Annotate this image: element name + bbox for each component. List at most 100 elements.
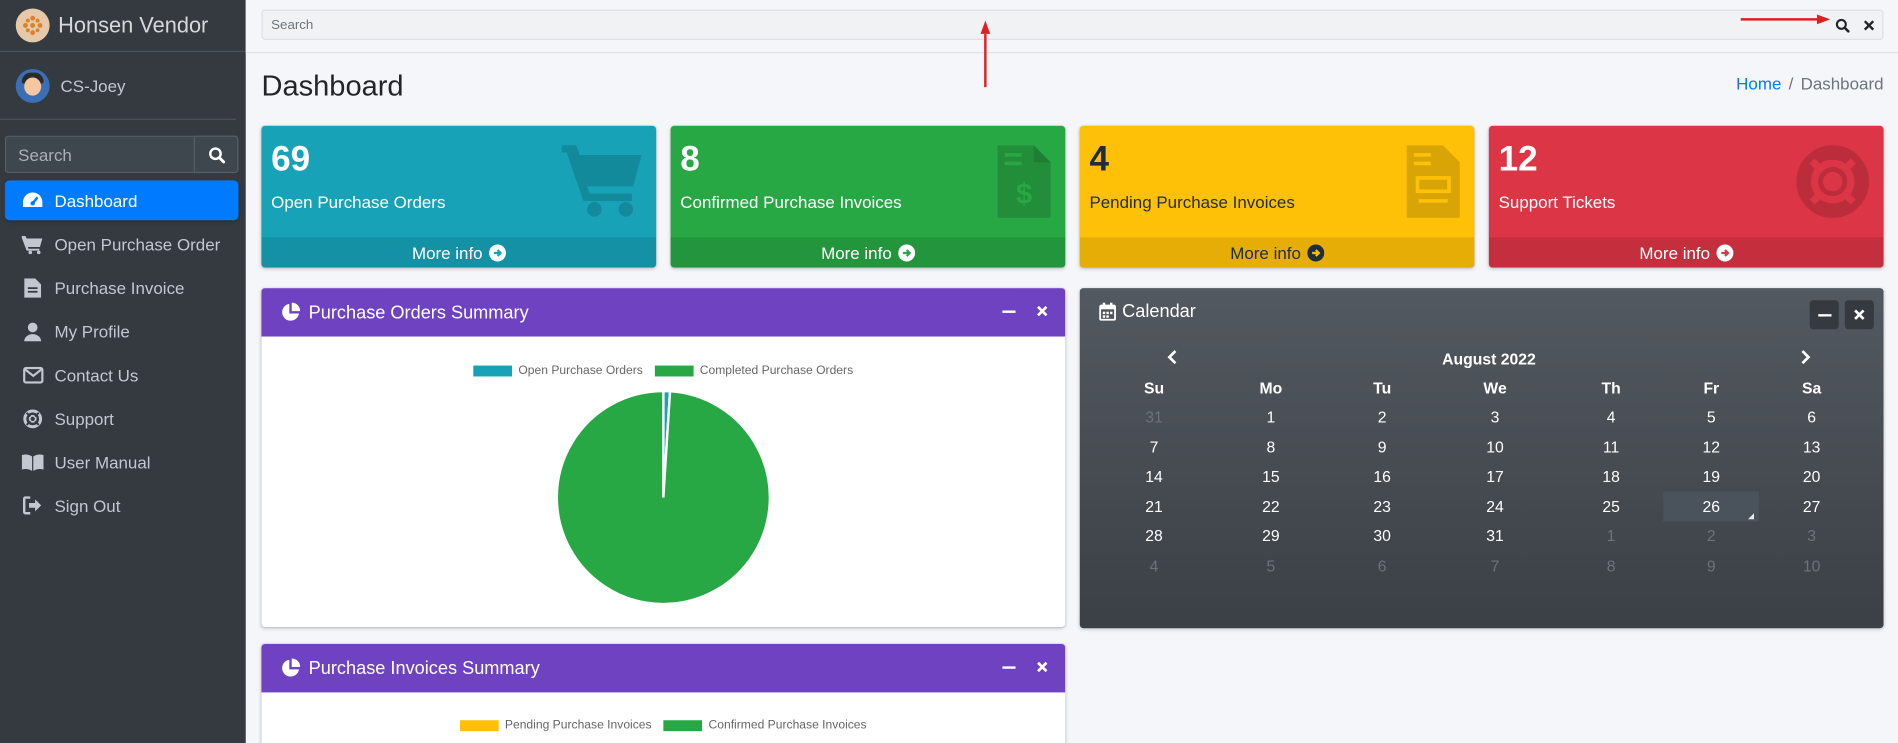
- sidebar-item-open-purchase-order[interactable]: Open Purchase Order: [5, 224, 239, 264]
- brand-link[interactable]: Honsen Vendor: [0, 0, 246, 53]
- calendar-grid: Su Mo Tu We Th Fr Sa 31 1 2 3 4 5 6 7 8 9 10 11 12 13 14 15 16…: [1099, 373, 1864, 581]
- book-icon: [21, 452, 44, 471]
- prev-month-button[interactable]: [1166, 349, 1178, 367]
- sidebar-search-button[interactable]: [193, 135, 239, 174]
- legend-item-pending-pi[interactable]: Pending Purchase Invoices: [460, 719, 652, 732]
- calendar-day[interactable]: 23: [1373, 497, 1391, 516]
- pie-slice-completed-purchase-orders[interactable]: [555, 389, 772, 606]
- sidebar-item-user-manual[interactable]: User Manual: [5, 442, 239, 482]
- calendar-day[interactable]: 29: [1262, 526, 1280, 546]
- calendar-day[interactable]: 21: [1145, 497, 1163, 516]
- pending-pi-label: Pending Purchase Invoices: [1089, 192, 1295, 212]
- remove-button[interactable]: [1034, 303, 1051, 320]
- remove-button[interactable]: [1034, 659, 1051, 676]
- calendar-remove-button[interactable]: [1844, 300, 1874, 330]
- calendar-day[interactable]: 8: [1606, 556, 1616, 575]
- calendar-day[interactable]: 8: [1266, 437, 1276, 457]
- calendar-day[interactable]: 6: [1377, 556, 1387, 575]
- calendar-day[interactable]: 16: [1373, 467, 1391, 486]
- calendar-day[interactable]: 18: [1602, 467, 1620, 486]
- calendar-day[interactable]: 27: [1802, 497, 1821, 516]
- breadcrumb: Home / Dashboard: [1736, 74, 1883, 93]
- calendar-day[interactable]: 1: [1606, 526, 1616, 546]
- calendar-day[interactable]: 9: [1706, 556, 1716, 575]
- calendar-day[interactable]: 3: [1807, 526, 1816, 546]
- calendar-day[interactable]: 10: [1802, 556, 1821, 575]
- brand-logo-icon: [15, 8, 50, 43]
- calendar-day[interactable]: 28: [1145, 526, 1163, 546]
- calendar-day[interactable]: 25: [1602, 497, 1620, 516]
- sidebar-item-purchase-invoice[interactable]: Purchase Invoice: [5, 268, 239, 308]
- sidebar-item-label: My Profile: [54, 321, 130, 341]
- weekday-header: Su: [1143, 378, 1165, 397]
- calendar-day[interactable]: 6: [1807, 408, 1816, 427]
- calendar-day[interactable]: 10: [1486, 437, 1504, 457]
- more-info-label: More info: [821, 242, 892, 263]
- sidebar-item-my-profile[interactable]: My Profile: [5, 311, 239, 351]
- weekday-header: Fr: [1703, 378, 1720, 397]
- calendar-day[interactable]: 24: [1486, 497, 1504, 516]
- calendar-day[interactable]: 30: [1373, 526, 1391, 546]
- search-icon: [208, 146, 225, 163]
- calendar-day[interactable]: 22: [1262, 497, 1280, 516]
- support-tickets-more-info-link[interactable]: More info: [1488, 237, 1884, 268]
- navbar-search-input[interactable]: [262, 17, 1830, 33]
- weekday-header: Sa: [1801, 378, 1822, 397]
- calendar-day[interactable]: 2: [1377, 408, 1387, 427]
- calendar-day[interactable]: 12: [1702, 437, 1721, 457]
- calendar-day[interactable]: 20: [1802, 467, 1821, 486]
- sidebar-item-contact-us[interactable]: Contact Us: [5, 355, 239, 395]
- calendar-day[interactable]: 9: [1377, 437, 1387, 457]
- collapse-button[interactable]: [1000, 303, 1017, 320]
- legend-item-confirmed-pi[interactable]: Confirmed Purchase Invoices: [663, 719, 867, 732]
- legend-item-open-po[interactable]: Open Purchase Orders: [473, 364, 643, 378]
- calendar-day[interactable]: 3: [1490, 408, 1500, 427]
- next-month-button[interactable]: [1800, 349, 1812, 367]
- calendar-day[interactable]: 17: [1486, 467, 1504, 486]
- calendar-day[interactable]: 5: [1706, 408, 1716, 427]
- user-panel[interactable]: CS-Joey: [0, 52, 237, 120]
- pi-summary-card: Purchase Invoices Summary Pending Purcha…: [261, 643, 1066, 743]
- sidebar-search-input[interactable]: [4, 135, 194, 174]
- calendar-day[interactable]: 4: [1606, 408, 1616, 427]
- sidebar-item-sign-out[interactable]: Sign Out: [5, 485, 239, 525]
- pi-summary-header: Purchase Invoices Summary: [261, 643, 1066, 693]
- brand-name: Honsen Vendor: [58, 12, 209, 37]
- calendar-collapse-button[interactable]: [1809, 300, 1839, 330]
- weekday-header: Mo: [1259, 378, 1283, 397]
- pending-pi-more-info-link[interactable]: More info: [1079, 237, 1475, 268]
- invoice-dollar-icon: $: [997, 145, 1051, 224]
- calendar-day[interactable]: 11: [1602, 437, 1620, 457]
- navbar-search-button[interactable]: [1829, 11, 1856, 38]
- open-po-more-info-link[interactable]: More info: [261, 237, 657, 268]
- po-chart-legend: Open Purchase Orders Completed Purchase …: [261, 364, 1065, 378]
- calendar-day[interactable]: 19: [1702, 467, 1721, 486]
- breadcrumb-home-link[interactable]: Home: [1736, 73, 1782, 94]
- calendar-day[interactable]: 4: [1149, 556, 1159, 575]
- arrow-circle-right-icon: [1716, 243, 1734, 261]
- sidebar-item-support[interactable]: Support: [5, 398, 239, 438]
- calendar-day[interactable]: 31: [1486, 526, 1504, 546]
- confirmed-pi-box: 8 Confirmed Purchase Invoices $ More inf…: [670, 125, 1066, 268]
- calendar-day[interactable]: 14: [1145, 467, 1163, 486]
- calendar-day[interactable]: 5: [1266, 556, 1276, 575]
- sidebar-item-dashboard[interactable]: Dashboard: [4, 180, 239, 221]
- legend-item-completed-po[interactable]: Completed Purchase Orders: [654, 364, 853, 378]
- invoice-icon: [22, 277, 44, 298]
- calendar-month[interactable]: August 2022: [1442, 349, 1536, 368]
- weekday-header: Th: [1601, 378, 1621, 397]
- calendar-day[interactable]: 7: [1490, 556, 1500, 575]
- navbar-search-close-button[interactable]: [1856, 11, 1883, 38]
- calendar-day[interactable]: 26: [1663, 491, 1760, 522]
- calendar-day[interactable]: 13: [1802, 437, 1821, 457]
- open-po-label: Open Purchase Orders: [271, 192, 446, 212]
- calendar-day[interactable]: 15: [1262, 467, 1280, 486]
- sidebar-item-label: Purchase Invoice: [54, 277, 185, 298]
- collapse-button[interactable]: [1000, 659, 1017, 676]
- calendar-day[interactable]: 31: [1145, 408, 1163, 427]
- calendar-day[interactable]: 7: [1149, 437, 1159, 457]
- calendar-day[interactable]: 1: [1266, 408, 1276, 427]
- confirmed-pi-more-info-link[interactable]: More info: [670, 237, 1066, 268]
- calendar-header: Calendar: [1099, 301, 1196, 322]
- calendar-day[interactable]: 2: [1706, 526, 1716, 546]
